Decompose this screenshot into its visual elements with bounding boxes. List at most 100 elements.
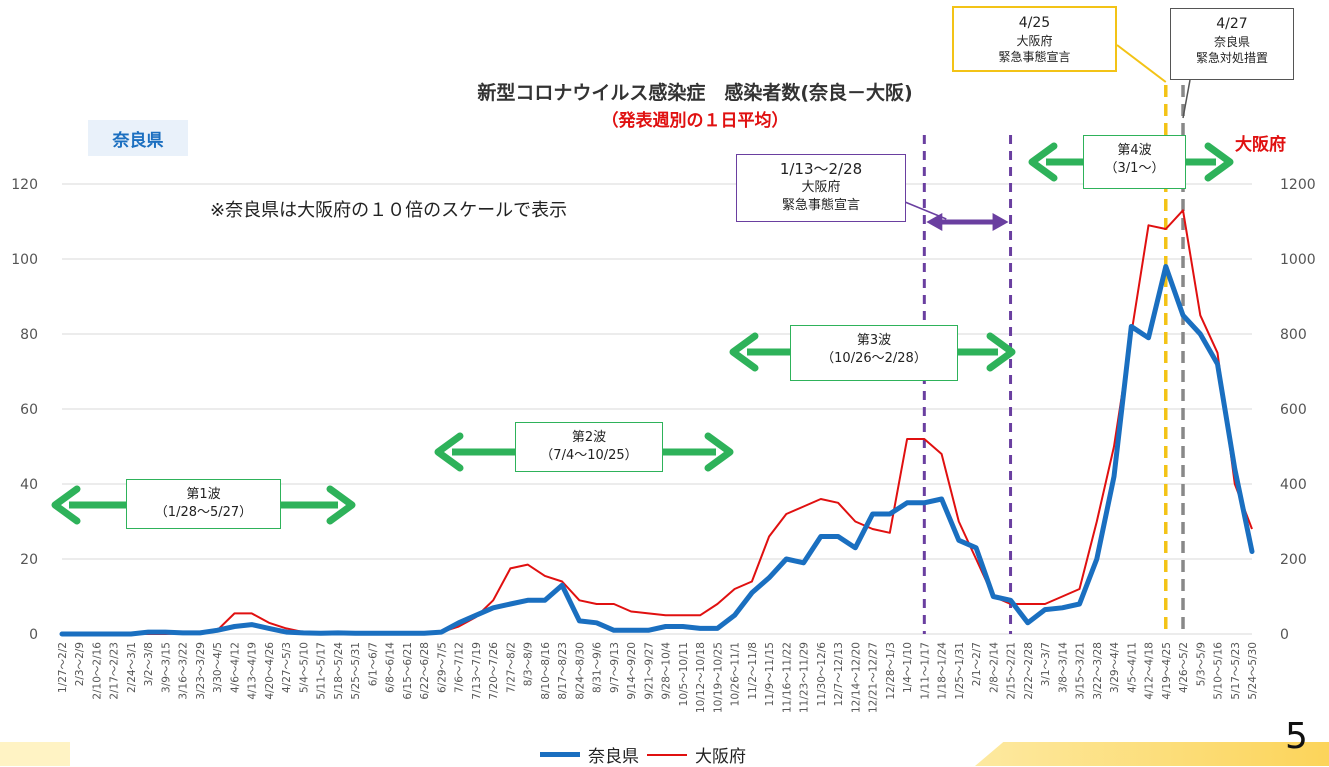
left-tick-label: 120 [11,177,38,193]
emergency1-callout: 1/13～2/28 大阪府 緊急事態宣言 [736,154,906,222]
emergency2-dates: 4/25 [1018,15,1051,31]
x-tick-label: 7/13～7/19 [471,642,483,700]
x-tick-label: 7/27～8/2 [505,642,517,693]
x-tick-label: 10/5～10/11 [678,642,690,706]
x-tick-label: 2/8～2/14 [988,642,1000,693]
x-tick-label: 9/14～9/20 [626,642,638,700]
x-tick-label: 5/18～5/24 [333,642,345,700]
x-tick-label: 2/10～2/16 [91,642,103,700]
left-tick-label: 60 [20,402,38,418]
x-tick-label: 2/1～2/7 [971,642,983,686]
osaka-emergency-pointer [1116,44,1167,83]
legend-label-osaka: 大阪府 [695,747,746,767]
footer-band-right [975,742,1329,766]
x-tick-label: 3/15～3/21 [1075,642,1087,700]
x-tick-label: 10/26～11/1 [730,642,742,706]
x-tick-label: 2/15～2/21 [1006,642,1018,700]
measures-line1: 奈良県 [1213,34,1250,49]
x-tick-label: 6/15～6/21 [402,642,414,700]
legend: 奈良県 大阪府 [540,742,746,767]
x-tick-label: 11/9～11/15 [764,642,776,706]
left-axis-ticks: 0 20 40 60 80 100 120 [11,177,38,643]
wave3-arrow-head-left [729,332,759,372]
x-tick-label: 8/10～8/16 [540,642,552,700]
x-tick-label: 2/22～2/28 [1023,642,1035,700]
right-tick-label: 0 [1280,627,1289,643]
wave3-label: 第3波 [856,333,892,348]
x-tick-label: 8/3～8/9 [523,642,535,686]
wave2-range: （7/4～10/25） [540,447,638,463]
wave2-arrow-head-right [704,432,734,472]
x-tick-label: 1/25～1/31 [954,642,966,700]
scale-note: ※奈良県は大阪府の１０倍のスケールで表示 [210,200,568,221]
emergency1-line1: 大阪府 [801,180,841,196]
x-tick-label: 12/21～12/27 [868,642,880,713]
x-tick-label: 10/19～10/25 [712,642,724,713]
wave2-arrow-head-left [434,432,464,472]
right-tick-label: 200 [1280,552,1307,568]
right-tick-label: 1000 [1280,252,1316,268]
measures-dates: 4/27 [1216,16,1248,32]
footer-band-left [0,742,70,766]
wave1-arrow-head-left [51,485,81,525]
left-tick-label: 20 [20,552,38,568]
legend-swatch-osaka [647,753,687,756]
x-tick-label: 2/3～2/9 [74,642,86,686]
x-tick-label: 8/24～8/30 [574,642,586,700]
wave1-range: （1/28～5/27） [154,504,253,520]
x-tick-label: 3/9～3/15 [160,642,172,693]
x-tick-label: 4/12～4/18 [1144,642,1156,700]
x-tick-label: 12/7～12/13 [833,642,845,706]
x-tick-label: 12/28～1/3 [885,642,897,700]
x-tick-label: 4/27～5/3 [281,642,293,693]
wave1-box: 第1波 （1/28～5/27） [126,479,281,529]
x-tick-label: 5/3～5/9 [1195,642,1207,686]
wave4-arrow-head-left [1028,142,1058,182]
x-tick-label: 5/17～5/23 [1230,642,1242,700]
right-axis-title: 大阪府 [1235,135,1286,155]
x-tick-label: 4/26～5/2 [1178,642,1190,693]
x-tick-label: 1/27～2/2 [57,642,69,693]
x-tick-label: 4/6～4/12 [229,642,241,693]
x-tick-label: 3/22～3/28 [1092,642,1104,700]
emergency2-line2: 緊急事態宣言 [998,50,1071,65]
legend-label-nara: 奈良県 [588,747,639,767]
emergency2-callout: 4/25 大阪府 緊急事態宣言 [952,6,1117,72]
x-tick-label: 4/19～4/25 [1161,642,1173,700]
x-tick-label: 5/24～5/30 [1247,642,1259,700]
emergency1-line2: 緊急事態宣言 [781,197,860,213]
x-tick-label: 7/6～7/12 [454,642,466,693]
emergency-callout-pointer [904,201,947,220]
wave4-range: （3/1～） [1104,160,1165,176]
x-axis-labels: 1/27～2/2 2/3～2/9 2/10～2/16 2/17～2/23 2/24～3/… [57,642,1259,713]
chart-title: 新型コロナウイルス感染症 感染者数(奈良－大阪) [477,82,913,104]
wave2-box: 第2波 （7/4～10/25） [515,422,663,472]
right-axis-ticks: 0 200 400 600 800 1000 1200 [1280,177,1316,643]
x-tick-label: 3/2～3/8 [143,642,155,686]
right-tick-label: 400 [1280,477,1307,493]
x-tick-label: 4/5～4/11 [1126,642,1138,693]
x-tick-label: 3/23～3/29 [195,642,207,700]
x-tick-label: 3/1～3/7 [1040,642,1052,686]
x-tick-label: 5/4～5/10 [298,642,310,693]
wave4-label: 第4波 [1117,143,1152,158]
right-tick-label: 1200 [1280,177,1316,193]
x-tick-label: 10/12～10/18 [695,642,707,713]
x-tick-label: 5/11～5/17 [316,642,328,700]
left-tick-label: 40 [20,477,38,493]
nara-measures-pointer [1182,79,1191,119]
right-tick-label: 600 [1280,402,1307,418]
x-tick-label: 6/8～6/14 [385,642,397,693]
measures-line2: 緊急対処措置 [1195,51,1268,66]
x-tick-label: 11/2～11/8 [747,642,759,700]
x-tick-label: 11/30～12/6 [816,642,828,707]
wave3-arrow-head-right [986,332,1016,372]
x-tick-label: 7/20～7/26 [488,642,500,700]
series-lines [59,209,1255,637]
x-tick-label: 11/23～11/29 [799,642,811,713]
x-tick-label: 3/8～3/14 [1057,642,1069,693]
x-tick-label: 5/25～5/31 [350,642,362,700]
x-tick-label: 5/10～5/16 [1213,642,1225,700]
event-markers [904,44,1191,634]
